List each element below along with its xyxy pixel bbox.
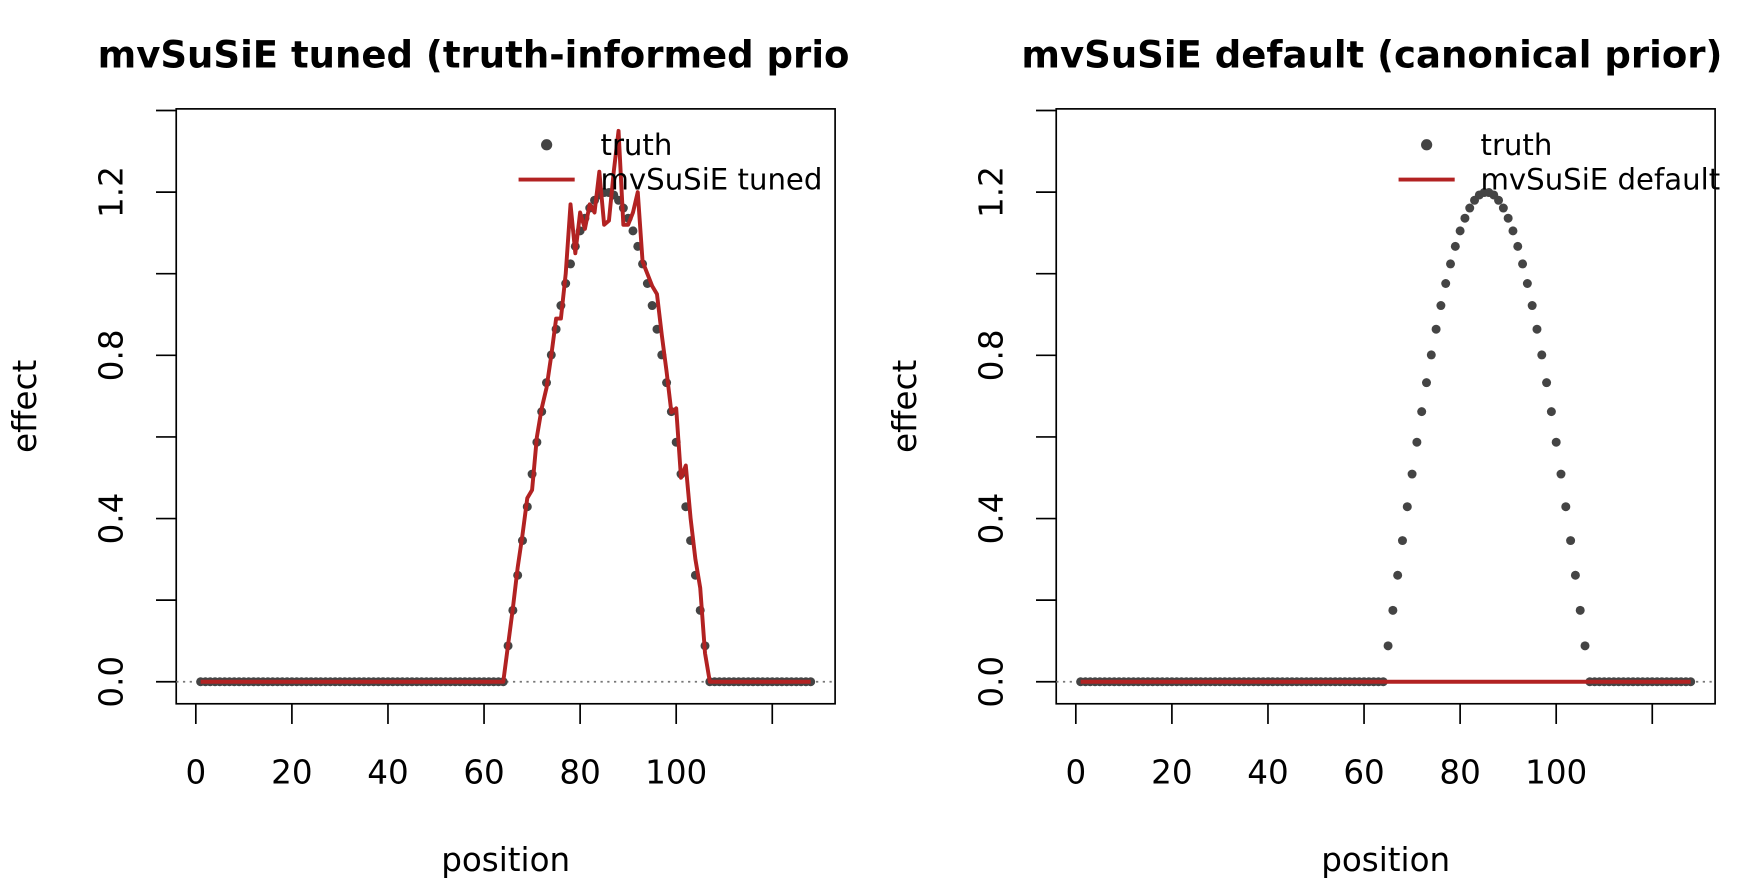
x-tick-label: 60	[1343, 753, 1384, 791]
truth-point	[1436, 301, 1446, 311]
legend-point	[541, 139, 553, 151]
truth-point	[1556, 469, 1566, 479]
truth-point	[1503, 213, 1513, 223]
x-tick-label: 20	[271, 753, 312, 791]
truth-point	[1498, 203, 1508, 213]
x-tick-label: 80	[1439, 753, 1480, 791]
truth-point	[1532, 324, 1542, 334]
truth-point	[1412, 437, 1422, 447]
truth-point	[1455, 226, 1465, 236]
truth-point	[1402, 502, 1412, 512]
truth-point	[1508, 226, 1518, 236]
truth-point	[1513, 241, 1523, 251]
truth-point	[1397, 536, 1407, 546]
x-tick-label: 0	[185, 753, 206, 791]
truth-point	[1426, 350, 1436, 360]
truth-point	[1383, 641, 1393, 651]
y-tick-label: 0.4	[972, 493, 1010, 545]
truth-point	[1441, 279, 1451, 289]
truth-point	[1527, 301, 1537, 311]
x-tick-label: 20	[1151, 753, 1192, 791]
truth-point	[1561, 502, 1571, 512]
y-tick-label: 0.4	[92, 493, 130, 545]
truth-point	[1465, 203, 1475, 213]
truth-point	[1575, 605, 1585, 615]
truth-point	[1522, 279, 1532, 289]
truth-point	[1407, 469, 1417, 479]
plot-box	[175, 108, 836, 705]
x-tick-label: 40	[1247, 753, 1288, 791]
panel-title: mvSuSiE tuned (truth-informed prio	[98, 33, 850, 76]
truth-point	[1388, 605, 1398, 615]
legend-label: truth	[1481, 128, 1553, 162]
truth-point	[1431, 324, 1441, 334]
truth-point	[1393, 570, 1403, 580]
x-tick-label: 60	[463, 753, 504, 791]
y-tick-label: 0.8	[972, 329, 1010, 381]
truth-point	[1570, 570, 1580, 580]
truth-point	[1446, 259, 1456, 269]
x-axis-label: position	[1321, 841, 1450, 879]
legend-label: mvSuSiE tuned	[601, 163, 823, 197]
y-axis-label: effect	[886, 360, 924, 453]
series-line	[200, 128, 811, 684]
x-axis-label: position	[441, 841, 570, 879]
truth-point	[1542, 378, 1552, 388]
truth-point	[1580, 641, 1590, 651]
y-tick-label: 0.0	[92, 656, 130, 708]
y-axis-label: effect	[6, 360, 44, 453]
truth-point	[1460, 213, 1470, 223]
truth-point	[1546, 407, 1556, 417]
x-tick-label: 100	[1525, 753, 1587, 791]
panel-title: mvSuSiE default (canonical prior)	[1021, 33, 1722, 76]
y-tick-label: 0.8	[92, 329, 130, 381]
truth-point	[1537, 350, 1547, 360]
truth-point	[1450, 241, 1460, 251]
x-tick-label: 80	[559, 753, 600, 791]
x-tick-label: 100	[645, 753, 707, 791]
truth-point	[1422, 378, 1431, 388]
truth-point	[1518, 259, 1528, 269]
legend-point	[1421, 139, 1433, 151]
truth-point	[1566, 536, 1576, 546]
truth-point	[647, 301, 657, 311]
truth-point	[1551, 437, 1561, 447]
legend-label: truth	[601, 128, 673, 162]
x-tick-label: 0	[1065, 753, 1086, 791]
plot-box	[1055, 108, 1716, 705]
truth-point	[1417, 407, 1427, 417]
legend-label: mvSuSiE default	[1481, 163, 1721, 197]
x-tick-label: 40	[367, 753, 408, 791]
y-tick-label: 1.2	[92, 166, 130, 218]
y-tick-label: 0.0	[972, 656, 1010, 708]
truth-point	[628, 226, 638, 236]
truth-point	[1494, 195, 1504, 205]
y-tick-label: 1.2	[972, 166, 1010, 218]
